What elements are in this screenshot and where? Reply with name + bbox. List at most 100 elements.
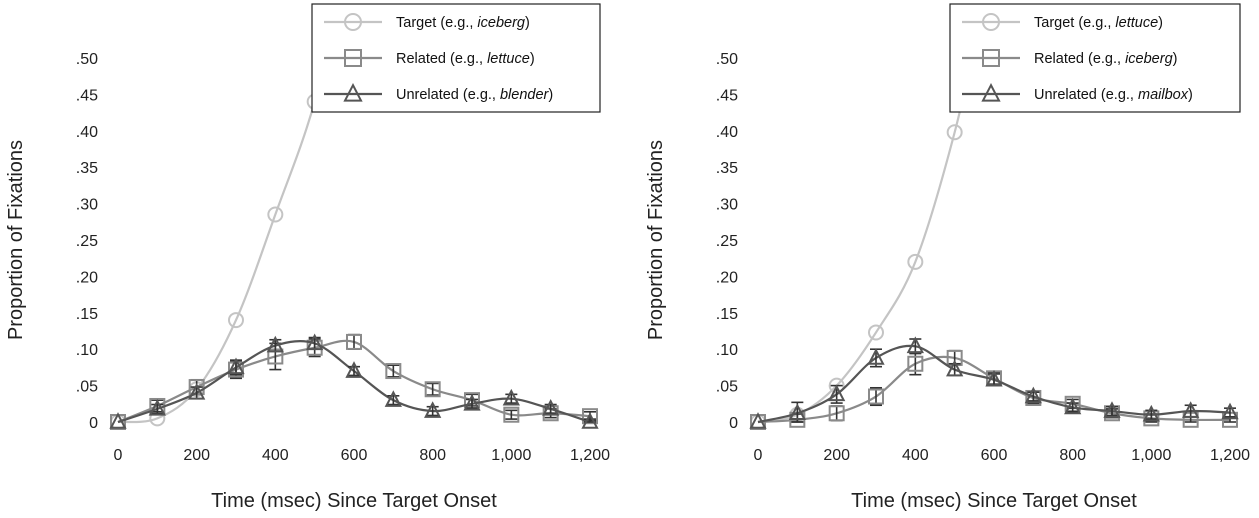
y-tick-label: 0 [729, 415, 738, 432]
data-point [503, 406, 520, 423]
x-tick-label: 400 [262, 447, 289, 464]
legend-triangle-icon [343, 83, 363, 102]
y-tick-label: .25 [716, 233, 738, 250]
y-axis-label: Proportion of Fixations [5, 140, 27, 340]
y-tick-label: .45 [716, 87, 738, 104]
x-axis-label: Time (msec) Since Target Onset [211, 490, 497, 512]
y-tick-label: .50 [716, 51, 738, 68]
data-point [267, 206, 284, 223]
legend-circle-icon [982, 13, 1000, 31]
data-point [1103, 401, 1121, 418]
y-axis-label: Proportion of Fixations [645, 140, 667, 340]
data-point [1024, 386, 1042, 404]
data-point [384, 390, 402, 407]
y-tick-label: .05 [716, 379, 738, 396]
data-point [109, 412, 127, 429]
data-point [1182, 401, 1200, 418]
data-point [1064, 397, 1082, 415]
legend-square-icon [982, 49, 1000, 67]
data-point [828, 384, 846, 402]
x-tick-label: 0 [114, 447, 123, 464]
chart-2: 0 .05 .10 .15 .20 .25 .30 .35 .40 .45 .50 0 200 400 60… [645, 3, 1250, 512]
legend-label: Unrelated (e.g., blender) [396, 87, 553, 103]
x-tick-label: 1,200 [570, 447, 610, 464]
data-point [346, 333, 362, 350]
y-tick-label: 0 [89, 415, 98, 432]
data-point [581, 412, 599, 429]
legend-label: Unrelated (e.g., mailbox) [1034, 87, 1193, 103]
y-tick-label: .40 [716, 124, 738, 141]
legend-label: Target (e.g., iceberg) [396, 15, 530, 31]
y-tick-label: .20 [716, 269, 738, 286]
data-point [345, 361, 363, 378]
y-tick-label: .20 [76, 269, 98, 286]
chart-1: 0 .05 .10 .15 .20 .25 .30 .35 .40 .45 .50 0 200 400 60… [5, 3, 610, 512]
x-tick-label: 800 [1059, 447, 1086, 464]
x-tick-label: 600 [981, 447, 1008, 464]
y-tick-label: .25 [76, 233, 98, 250]
series-triangle [749, 336, 1239, 429]
series-triangle [109, 333, 599, 429]
data-point [907, 253, 924, 270]
legend: Target (e.g., iceberg) Related (e.g., let… [311, 3, 601, 113]
x-tick-label: 1,200 [1210, 447, 1250, 464]
x-tick-label: 600 [341, 447, 368, 464]
legend-label: Related (e.g., iceberg) [1034, 51, 1177, 67]
x-tick-label: 800 [419, 447, 446, 464]
data-point [985, 369, 1003, 387]
data-point [148, 399, 166, 416]
data-point [385, 363, 402, 380]
data-point [946, 124, 963, 141]
data-point [906, 336, 924, 354]
x-tick-label: 400 [902, 447, 929, 464]
y-tick-label: .05 [76, 379, 98, 396]
y-tick-label: .35 [716, 160, 738, 177]
data-point [867, 348, 885, 365]
y-tick-label: .50 [76, 51, 98, 68]
data-point [424, 401, 442, 418]
data-point [188, 383, 206, 400]
data-point [907, 355, 924, 372]
legend-label: Related (e.g., lettuce) [396, 51, 535, 67]
data-point [868, 324, 884, 341]
y-tick-label: .10 [76, 342, 98, 359]
y-tick-label: .10 [716, 342, 738, 359]
y-tick-label: .35 [76, 160, 98, 177]
data-point [749, 412, 767, 429]
data-point [828, 405, 845, 422]
x-tick-label: 200 [183, 447, 210, 464]
data-point [424, 381, 441, 398]
data-point [502, 388, 520, 406]
x-tick-label: 1,000 [1131, 447, 1171, 464]
y-tick-label: .15 [76, 306, 98, 323]
series-square [110, 333, 598, 430]
data-point [1142, 404, 1160, 422]
legend-triangle-icon [981, 83, 1001, 102]
y-tick-label: .30 [716, 197, 738, 214]
data-point [542, 399, 560, 416]
data-point [266, 335, 284, 353]
data-point [228, 312, 244, 329]
legend: Target (e.g., lettuce) Related (e.g., ice… [949, 3, 1241, 113]
series-square [750, 349, 1238, 430]
data-point [463, 393, 481, 411]
data-point [306, 333, 324, 351]
data-point [1221, 402, 1239, 420]
y-tick-label: .45 [76, 87, 98, 104]
x-axis-label: Time (msec) Since Target Onset [851, 490, 1137, 512]
data-point [227, 357, 245, 375]
data-point [868, 388, 884, 405]
legend-circle-icon [344, 13, 362, 31]
y-tick-label: .40 [76, 124, 98, 141]
y-tick-label: .30 [76, 197, 98, 214]
y-tick-label: .15 [716, 306, 738, 323]
x-tick-label: 0 [754, 447, 763, 464]
x-tick-label: 200 [823, 447, 850, 464]
data-point [788, 403, 806, 421]
x-tick-label: 1,000 [491, 447, 531, 464]
legend-square-icon [344, 49, 362, 67]
data-point [582, 408, 598, 425]
data-point [946, 359, 964, 377]
legend-label: Target (e.g., lettuce) [1034, 15, 1163, 31]
